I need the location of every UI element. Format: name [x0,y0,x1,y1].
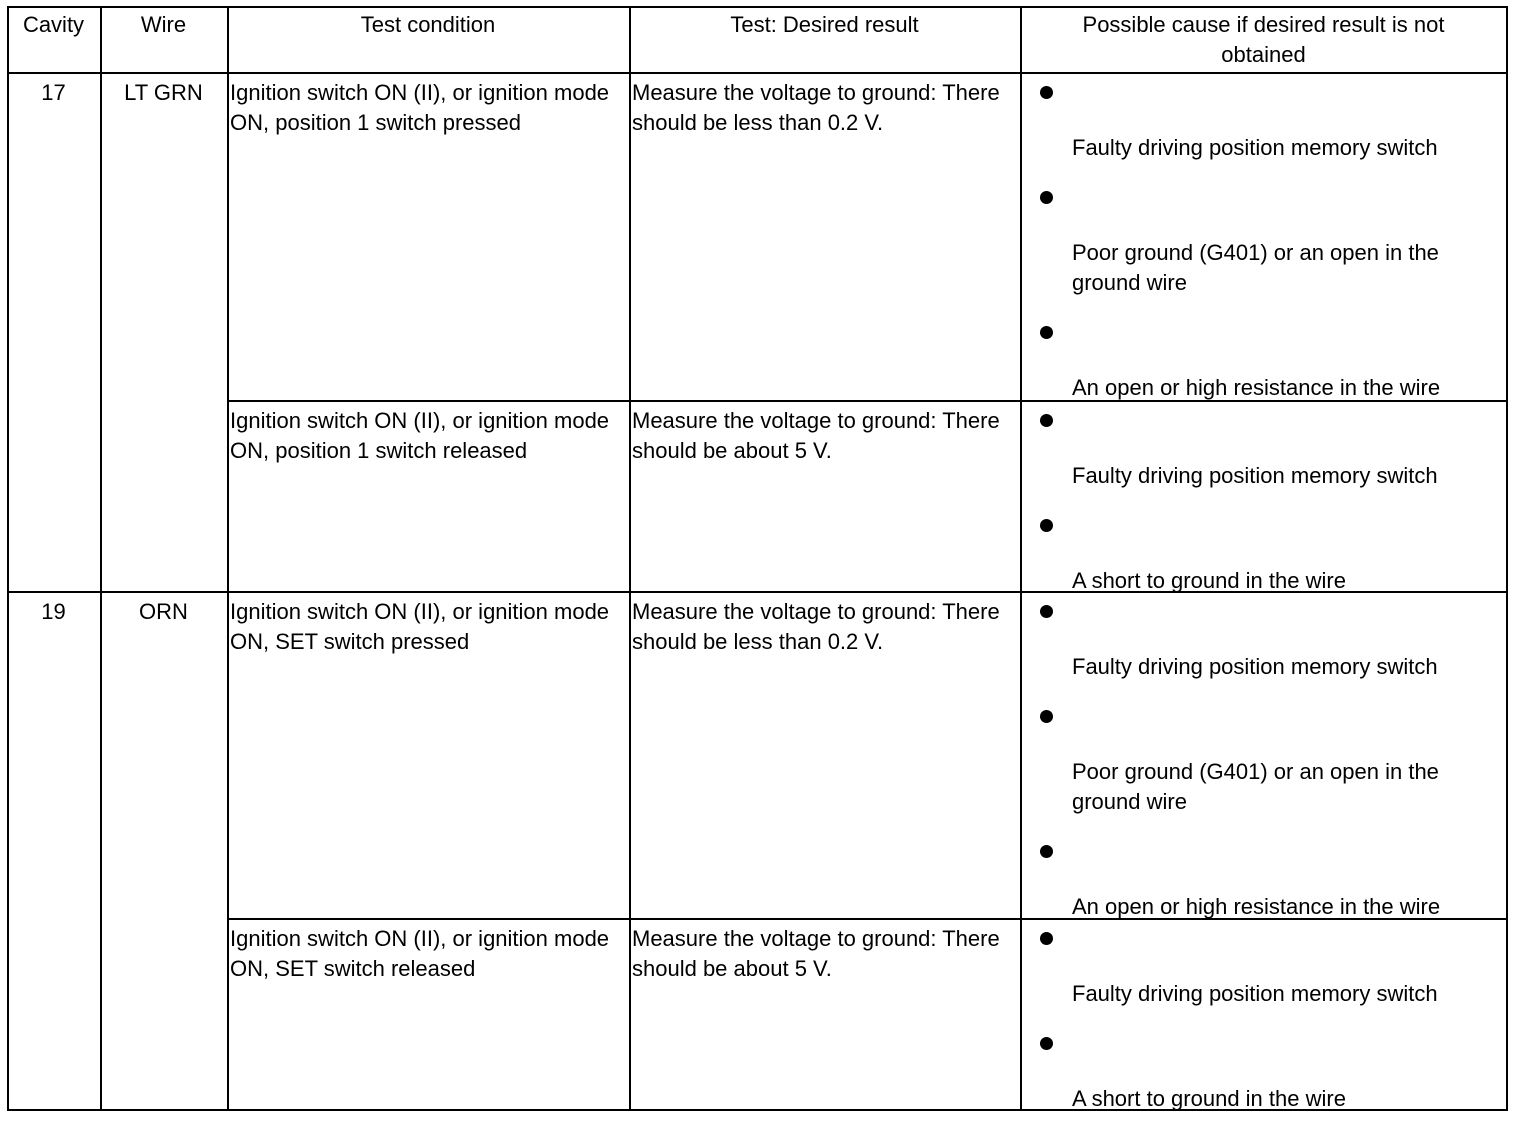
desired-result-cell: Measure the voltage to ground: There sho… [632,926,1000,981]
cause-text: A short to ground in the wire [1072,568,1346,593]
desired-result-cell: Measure the voltage to ground: There sho… [632,80,1000,135]
header-test-condition: Test condition [360,12,496,37]
wire-cell: LT GRN [124,80,203,105]
cause-list-item: Poor ground (G401) or an open in the gro… [1020,183,1503,298]
row-divider [227,918,1507,920]
possible-cause-cell: Faulty driving position memory switch Poo… [1020,591,1503,942]
cavity-cell: 17 [41,80,66,105]
cause-list-item: Poor ground (G401) or an open in the gro… [1020,702,1503,817]
bullet-icon [1040,1037,1053,1050]
bullet-icon [1040,191,1053,204]
possible-cause-cell: Faulty driving position memory switch A s… [1020,918,1503,1134]
possible-cause-cell: Faulty driving position memory switch A s… [1020,400,1503,616]
cause-list-item: Faulty driving position memory switch [1020,597,1503,682]
column-divider [100,6,102,1109]
cause-list-item: Faulty driving position memory switch [1020,924,1503,1009]
bullet-icon [1040,414,1053,427]
cause-text: A short to ground in the wire [1072,1086,1346,1111]
column-divider [1020,6,1022,1109]
cause-list-item: A short to ground in the wire [1020,1029,1503,1114]
test-condition-cell: Ignition switch ON (II), or ignition mod… [230,80,610,135]
cause-text: An open or high resistance in the wire [1072,375,1441,400]
desired-result-cell: Measure the voltage to ground: There sho… [632,599,1000,654]
header-divider [7,72,1507,74]
bullet-icon [1040,845,1053,858]
cause-text: An open or high resistance in the wire [1072,894,1441,919]
cause-list-item: An open or high resistance in the wire [1020,837,1503,922]
cause-text: Faulty driving position memory switch [1072,135,1438,160]
header-wire: Wire [140,12,187,37]
cause-text: Faulty driving position memory switch [1072,654,1438,679]
header-possible-cause: Possible cause if desired result is not … [1082,12,1445,67]
wire-cell: ORN [139,599,188,624]
cause-text: Poor ground (G401) or an open in the gro… [1072,240,1439,295]
cause-list-item: Faulty driving position memory switch [1020,78,1503,163]
bullet-icon [1040,932,1053,945]
header-desired-result: Test: Desired result [730,12,919,37]
test-condition-cell: Ignition switch ON (II), or ignition mod… [230,926,610,981]
possible-cause-cell: Faulty driving position memory switch Poo… [1020,72,1503,423]
header-cavity: Cavity [22,12,85,37]
cause-list-item: Faulty driving position memory switch [1020,406,1503,491]
bullet-icon [1040,86,1053,99]
row-divider [227,400,1507,402]
test-condition-cell: Ignition switch ON (II), or ignition mod… [230,408,610,463]
cause-list-item: An open or high resistance in the wire [1020,318,1503,403]
desired-result-cell: Measure the voltage to ground: There sho… [632,408,1000,463]
column-divider [227,6,229,1109]
cause-text: Faulty driving position memory switch [1072,463,1438,488]
bullet-icon [1040,605,1053,618]
test-condition-cell: Ignition switch ON (II), or ignition mod… [230,599,610,654]
bullet-icon [1040,519,1053,532]
cause-list-item: A short to ground in the wire [1020,511,1503,596]
bullet-icon [1040,326,1053,339]
test-table [7,6,1508,1111]
group-divider [7,591,1507,593]
cause-text: Poor ground (G401) or an open in the gro… [1072,759,1439,814]
cause-text: Faulty driving position memory switch [1072,981,1438,1006]
cavity-cell: 19 [41,599,66,624]
bullet-icon [1040,710,1053,723]
column-divider [629,6,631,1109]
